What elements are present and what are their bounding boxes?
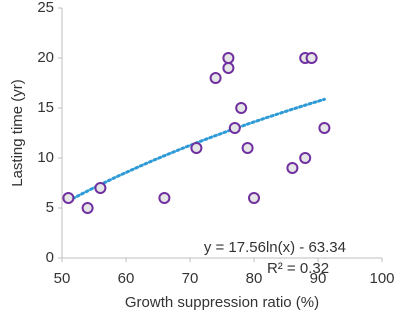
x-axis-label: Growth suppression ratio (%) <box>125 294 319 311</box>
trendline-equation: y = 17.56ln(x) - 63.34 <box>204 239 346 256</box>
data-point <box>190 142 203 154</box>
data-point <box>305 52 318 64</box>
y-tick-label: 15 <box>37 99 54 116</box>
data-point <box>241 142 254 154</box>
x-tick-label: 60 <box>118 270 135 287</box>
data-point <box>158 192 171 204</box>
data-point <box>235 102 248 114</box>
data-point <box>299 152 312 164</box>
y-axis-label: Lasting time (yr) <box>9 79 26 187</box>
data-point <box>94 182 107 194</box>
data-point <box>62 192 75 204</box>
x-tick-label: 100 <box>369 270 394 287</box>
y-tick-label: 25 <box>37 0 54 16</box>
data-point <box>222 62 235 74</box>
trendline-r2: R² = 0.32 <box>267 260 329 277</box>
y-tick-label: 0 <box>46 249 54 266</box>
x-tick-label: 80 <box>246 270 263 287</box>
x-tick-label: 70 <box>182 270 199 287</box>
data-point <box>318 122 331 134</box>
data-point <box>209 72 222 84</box>
data-point <box>81 202 94 214</box>
data-point <box>248 192 260 204</box>
y-tick-label: 10 <box>37 149 54 166</box>
data-point <box>222 52 235 64</box>
x-tick-label: 90 <box>310 270 327 287</box>
x-tick-label: 50 <box>54 270 71 287</box>
y-tick-label: 5 <box>46 199 54 216</box>
y-tick-label: 20 <box>37 49 54 66</box>
data-point <box>228 122 241 134</box>
data-point <box>286 162 299 174</box>
